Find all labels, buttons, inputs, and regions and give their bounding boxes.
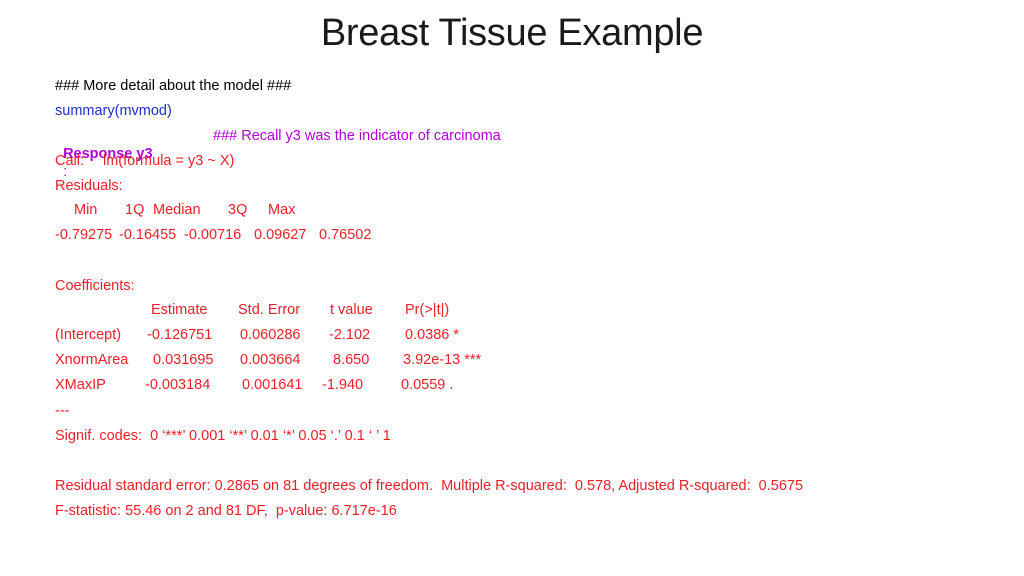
coef-row-name: (Intercept) (55, 327, 122, 343)
coef-row-std-error: 0.001641 (242, 377, 303, 393)
coef-row-t-value: -1.940 (322, 377, 364, 393)
coef-row-p: 0.0559 . (401, 377, 454, 393)
coef-row-p: 3.92e-13 *** (403, 352, 482, 368)
residual-value-median: -0.00716 (184, 227, 242, 243)
coef-row-estimate: 0.031695 (153, 352, 214, 368)
coef-header-estimate: Estimate (151, 302, 208, 318)
residual-value-min: -0.79275 (55, 227, 113, 243)
coef-row-p: 0.0386 * (405, 327, 460, 343)
residual-header-1q: 1Q (125, 202, 145, 218)
residual-header-max: Max (268, 202, 296, 218)
residual-value-max: 0.76502 (319, 227, 372, 243)
coef-row-t-value: -2.102 (329, 327, 371, 343)
coef-row-estimate: -0.003184 (145, 377, 211, 393)
residual-header-median: Median (153, 202, 201, 218)
residual-standard-error: Residual standard error: 0.2865 on 81 de… (55, 478, 804, 494)
response-label: Response y3 (63, 146, 153, 162)
residual-value-3q: 0.09627 (254, 227, 307, 243)
coef-row-estimate: -0.126751 (147, 327, 213, 343)
residual-header-3q: 3Q (228, 202, 248, 218)
residual-header-min: Min (74, 202, 98, 218)
coef-row-name: XnormArea (55, 352, 129, 368)
call-formula: lm(formula = y3 ~ X) (103, 153, 235, 169)
coef-row-std-error: 0.060286 (240, 327, 301, 343)
residual-value-1q: -0.16455 (119, 227, 177, 243)
response-comment: ### Recall y3 was the indicator of carci… (213, 128, 501, 144)
coef-header-p: Pr(>|t|) (405, 302, 450, 318)
signif-codes: Signif. codes: 0 ‘***’ 0.001 ‘**’ 0.01 ‘… (55, 428, 391, 444)
call-label: Call: (55, 153, 85, 169)
coefficients-label: Coefficients: (55, 278, 135, 294)
response-colon: : (63, 164, 68, 180)
residuals-label: Residuals: (55, 178, 123, 194)
separator: --- (55, 403, 70, 419)
comment-line: ### More detail about the model ### (55, 78, 292, 94)
coef-row-std-error: 0.003664 (240, 352, 301, 368)
coef-header-t-value: t value (330, 302, 373, 318)
f-statistic: F-statistic: 55.46 on 2 and 81 DF, p-val… (55, 503, 397, 519)
coef-row-t-value: 8.650 (333, 352, 370, 368)
coef-row-name: XMaxIP (55, 377, 106, 393)
coef-header-std-error: Std. Error (238, 302, 301, 318)
response-line: Response y3 : (55, 127, 153, 181)
slide-title: Breast Tissue Example (320, 12, 704, 54)
summary-call: summary(mvmod) (55, 103, 172, 119)
